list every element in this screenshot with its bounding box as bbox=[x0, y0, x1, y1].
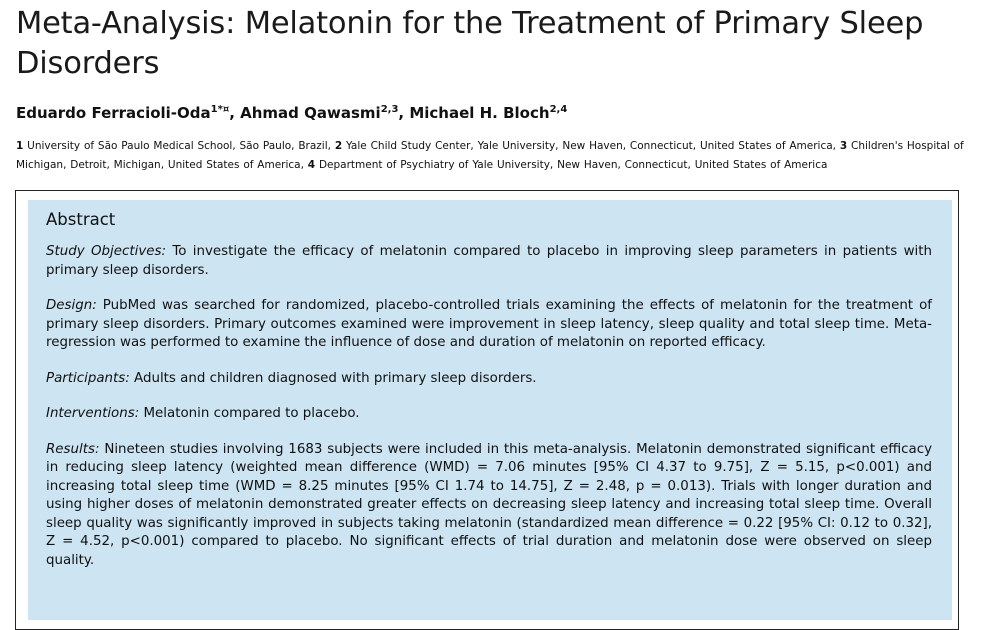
affiliation-number: 4 bbox=[307, 159, 316, 171]
abstract-heading: Abstract bbox=[46, 210, 116, 229]
section-text: To investigate the efficacy of melatonin… bbox=[46, 244, 932, 278]
author-name: Eduardo Ferracioli-Oda bbox=[16, 104, 211, 122]
author-name: Michael H. Bloch bbox=[409, 104, 550, 122]
affiliation-number: 2 bbox=[334, 140, 343, 152]
abstract-section-participants: Participants: Adults and children diagno… bbox=[46, 370, 932, 389]
section-label: Participants: bbox=[46, 370, 130, 386]
section-label: Design: bbox=[46, 298, 97, 313]
section-text: Melatonin compared to placebo. bbox=[143, 406, 360, 421]
author-affiliation-marker: 2,4 bbox=[549, 104, 568, 115]
section-text: Adults and children diagnosed with prima… bbox=[134, 370, 537, 386]
section-label: Study Objectives: bbox=[46, 244, 166, 259]
affiliation-number: 3 bbox=[839, 140, 848, 152]
author-separator: , bbox=[398, 104, 410, 122]
abstract-section-objectives: Study Objectives: To investigate the eff… bbox=[46, 243, 932, 280]
abstract-panel: Abstract Study Objectives: To investigat… bbox=[28, 200, 952, 620]
abstract-section-design: Design: PubMed was searched for randomiz… bbox=[46, 297, 932, 353]
affiliation-list: 1 University of São Paulo Medical School… bbox=[16, 137, 986, 175]
affiliation-text: Yale Child Study Center, Yale University… bbox=[345, 140, 840, 152]
section-label: Interventions: bbox=[46, 406, 140, 421]
author-separator: , bbox=[229, 104, 241, 122]
author-list: Eduardo Ferracioli-Oda1*¤, Ahmad Qawasmi… bbox=[16, 104, 567, 122]
author-affiliation-marker: 2,3 bbox=[380, 104, 399, 115]
affiliation-text: Children's Hospital of Michigan, Detroit… bbox=[16, 140, 964, 171]
section-text: PubMed was searched for randomized, plac… bbox=[46, 298, 932, 350]
abstract-section-interventions: Interventions: Melatonin compared to pla… bbox=[46, 405, 932, 424]
section-label: Results: bbox=[46, 441, 100, 457]
affiliation-number: 1 bbox=[16, 140, 24, 152]
article-title: Meta-Analysis: Melatonin for the Treatme… bbox=[16, 6, 924, 81]
author-affiliation-marker: 1*¤ bbox=[210, 104, 230, 115]
abstract-section-results: Results: Nineteen studies involving 1683… bbox=[46, 441, 932, 571]
affiliation-text: University of São Paulo Medical School, … bbox=[27, 140, 335, 152]
section-text: Nineteen studies involving 1683 subjects… bbox=[46, 441, 932, 568]
affiliation-text: Department of Psychiatry of Yale Univers… bbox=[318, 159, 828, 171]
author-name: Ahmad Qawasmi bbox=[240, 104, 381, 122]
